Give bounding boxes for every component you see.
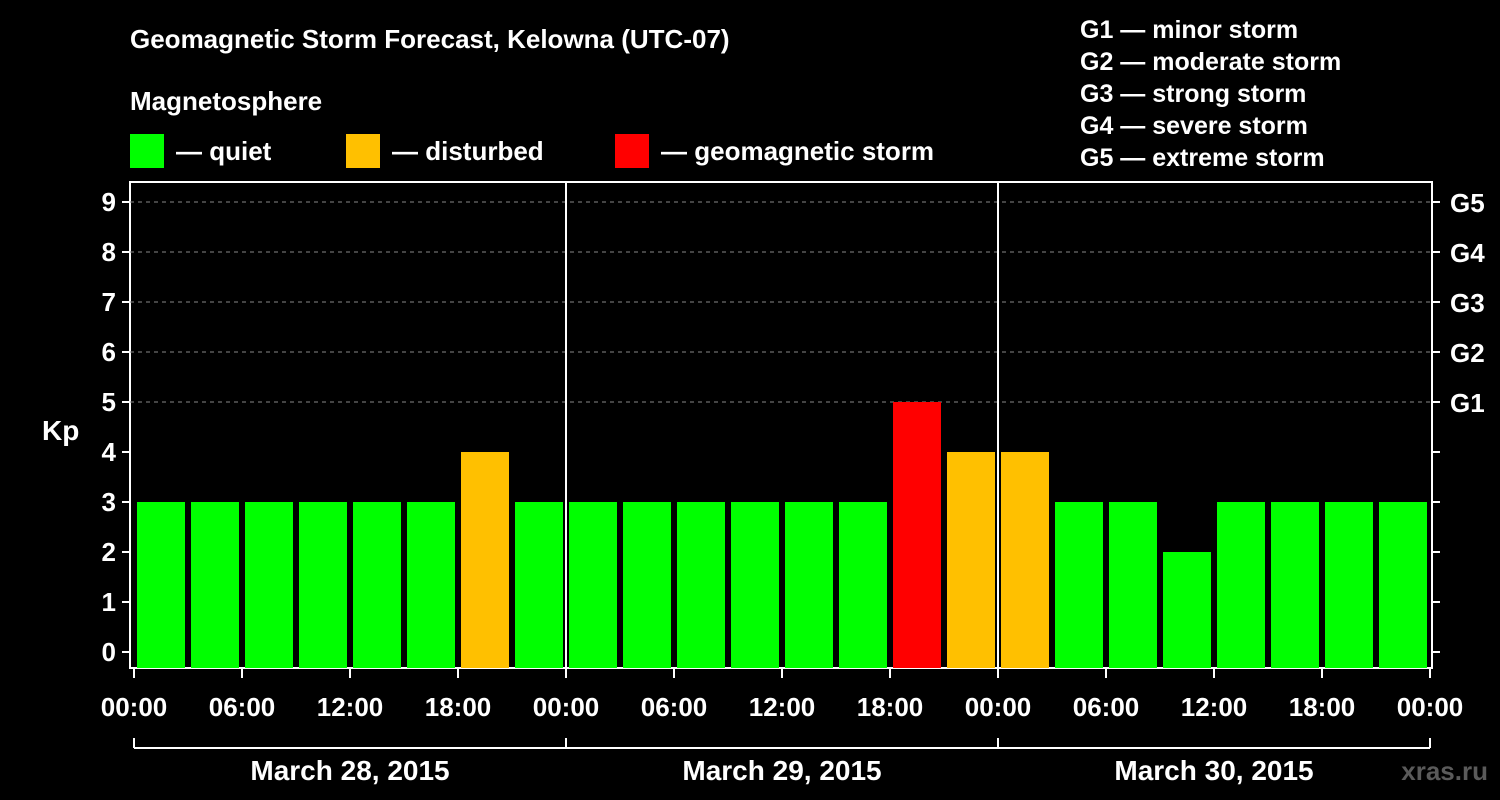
kp-bar [839,502,887,668]
y-tick-label: 5 [102,387,116,417]
magnetosphere-title: Magnetosphere [130,86,323,116]
x-tick-label: 12:00 [1181,692,1248,722]
x-tick-label: 06:00 [1073,692,1140,722]
kp-bar [1379,502,1427,668]
x-tick-label: 00:00 [533,692,600,722]
kp-bar [1055,502,1103,668]
y-tick-label: 4 [102,437,117,467]
x-tick-label: 18:00 [425,692,492,722]
day-label: March 30, 2015 [1114,755,1313,786]
y-tick-label: 6 [102,337,116,367]
legend-quiet-label: — quiet [176,135,272,166]
kp-bar [731,502,779,668]
y-tick-label: 0 [102,637,116,667]
legend-quiet: — quiet [130,134,271,168]
legend-disturbed: — disturbed [346,134,544,168]
g-level-label: G2 [1450,338,1485,368]
x-tick-label: 18:00 [1289,692,1356,722]
x-tick-label: 06:00 [209,692,276,722]
disturbed-swatch [346,134,380,168]
kp-bar [137,502,185,668]
kp-bar [785,502,833,668]
x-tick-label: 00:00 [1397,692,1464,722]
y-tick-label: 9 [102,187,116,217]
y-tick-label: 3 [102,487,116,517]
storm-swatch [615,134,649,168]
day-label: March 29, 2015 [682,755,881,786]
day-label: March 28, 2015 [250,755,449,786]
x-tick-label: 00:00 [101,692,168,722]
y-tick-label: 7 [102,287,116,317]
x-tick-label: 06:00 [641,692,708,722]
x-tick-label: 18:00 [857,692,924,722]
x-tick-label: 12:00 [749,692,816,722]
g2-description: G2 — moderate storm [1080,48,1342,76]
watermark: xras.ru [1401,756,1488,786]
kp-bar [893,402,941,668]
y-axis-label: Kp [42,415,79,446]
kp-bar [353,502,401,668]
kp-bar [1217,502,1265,668]
legend-storm-label: — geomagnetic storm [661,135,935,166]
chart-title: Geomagnetic Storm Forecast, Kelowna (UTC… [130,24,730,54]
y-tick-label: 2 [102,537,116,567]
kp-bar [1271,502,1319,668]
kp-bar [947,452,995,668]
x-tick-label: 00:00 [965,692,1032,722]
g-level-label: G5 [1450,188,1485,218]
kp-bar [515,502,563,668]
g-level-label: G3 [1450,288,1485,318]
g-scale-legend: G1 — minor storm G2 — moderate storm G3 … [1080,14,1341,174]
legend-disturbed-label: — disturbed [392,135,544,166]
kp-bar [245,502,293,668]
g1-description: G1 — minor storm [1080,16,1299,44]
g-level-label: G1 [1450,388,1485,418]
quiet-swatch [130,134,164,168]
g-level-label: G4 [1450,238,1485,268]
kp-bar [461,452,509,668]
legend-storm: — geomagnetic storm [615,134,934,168]
x-tick-label: 12:00 [317,692,384,722]
kp-bar [1163,552,1211,668]
g3-description: G3 — strong storm [1080,80,1307,108]
kp-bar [407,502,455,668]
kp-bar [191,502,239,668]
kp-bar [1001,452,1049,668]
kp-bar [299,502,347,668]
y-tick-label: 1 [102,587,116,617]
g5-description: G5 — extreme storm [1080,144,1325,172]
y-tick-label: 8 [102,237,116,267]
kp-bar [569,502,617,668]
kp-bar [623,502,671,668]
kp-bar [1325,502,1373,668]
kp-bar [677,502,725,668]
kp-bar [1109,502,1157,668]
g4-description: G4 — severe storm [1080,112,1308,140]
